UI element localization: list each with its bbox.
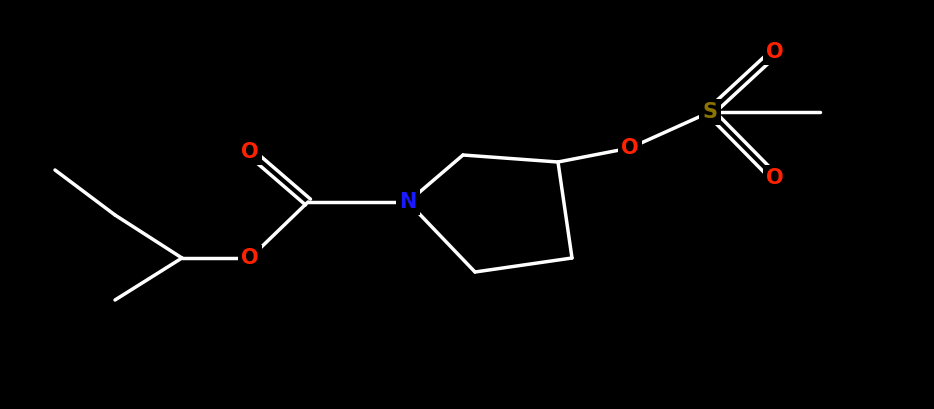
Text: O: O	[621, 138, 639, 158]
Text: O: O	[766, 42, 784, 62]
Text: O: O	[241, 142, 259, 162]
Text: O: O	[766, 168, 784, 188]
Text: S: S	[702, 102, 717, 122]
Text: N: N	[400, 192, 417, 212]
Text: O: O	[241, 248, 259, 268]
